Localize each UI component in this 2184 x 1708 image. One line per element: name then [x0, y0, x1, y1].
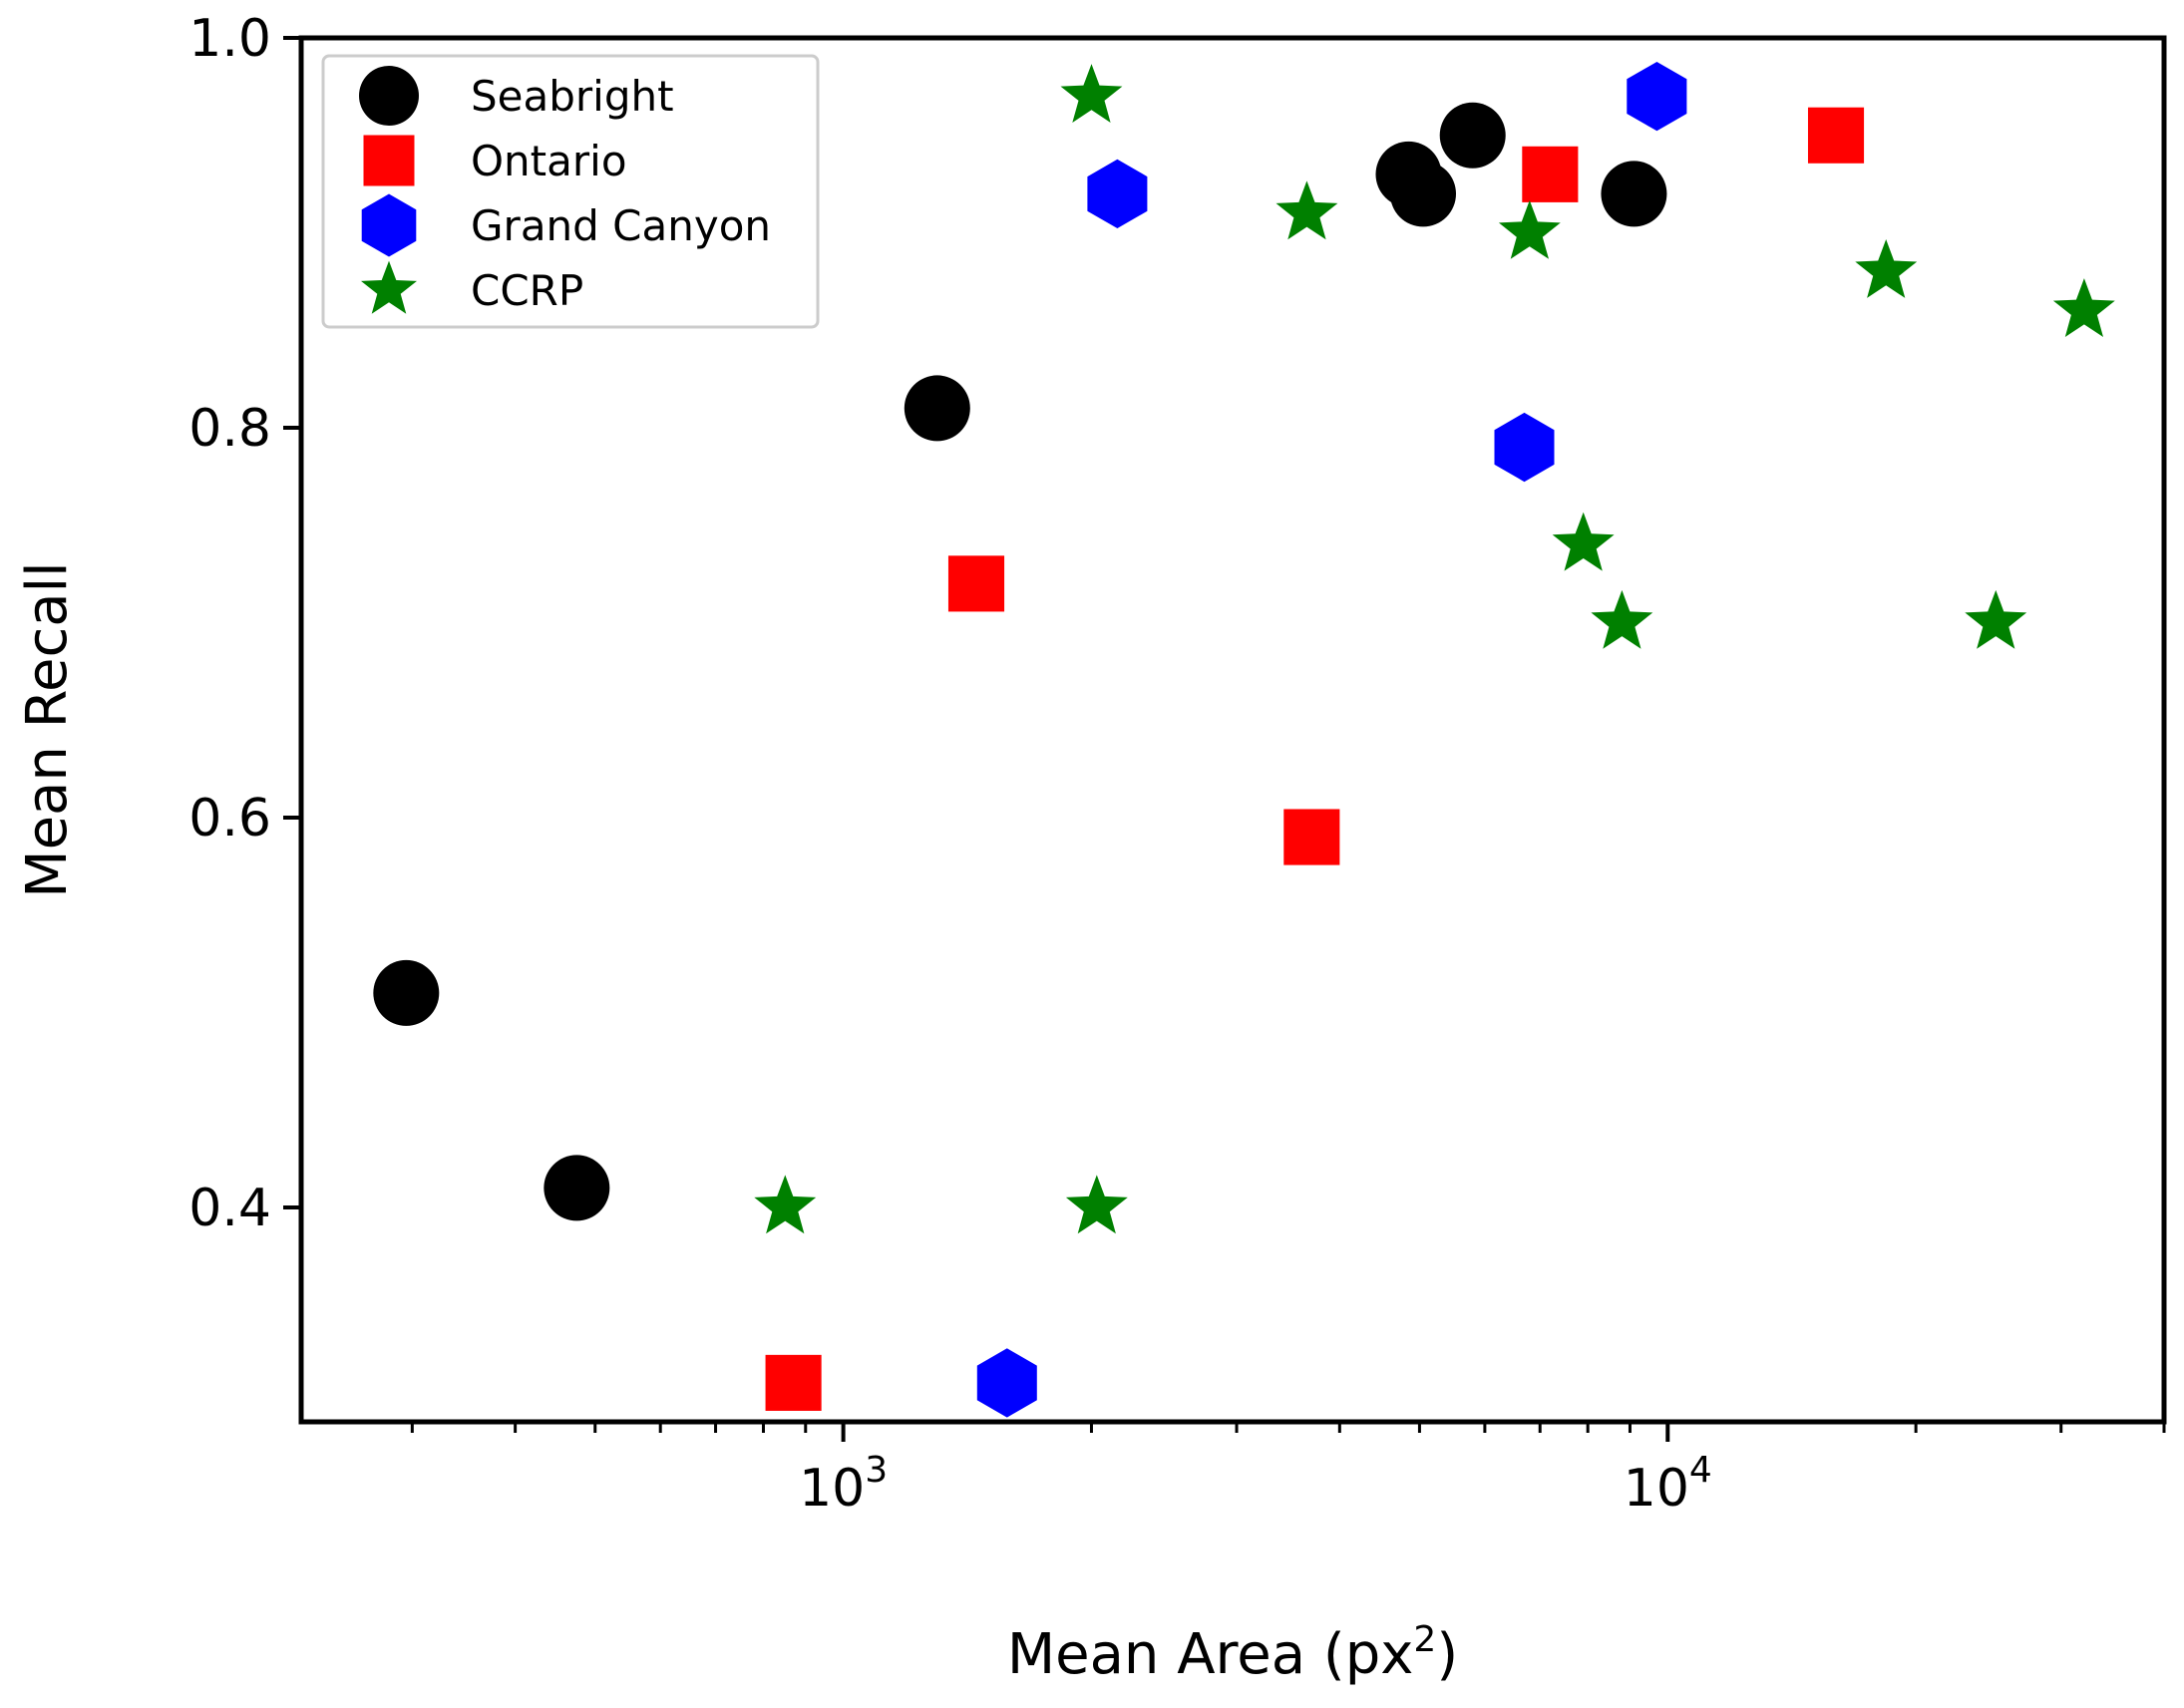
point-seabright — [904, 375, 970, 442]
point-grand-canyon — [1087, 159, 1148, 228]
point-ontario — [1522, 146, 1579, 202]
x-tick-label: 104 — [1624, 1450, 1712, 1519]
x-tick-label: 103 — [799, 1450, 888, 1519]
point-ontario — [1807, 107, 1865, 164]
point-grand-canyon — [1494, 412, 1555, 483]
y-tick-label: 0.6 — [188, 789, 271, 849]
point-ccrp — [1060, 64, 1123, 123]
point-seabright — [1390, 161, 1457, 227]
point-ccrp — [1498, 199, 1561, 259]
x-axis-label-main: Mean Area (px — [1007, 1622, 1414, 1687]
y-tick-label: 0.4 — [188, 1179, 271, 1238]
point-ccrp — [1275, 180, 1338, 240]
legend-box — [321, 54, 820, 329]
point-seabright — [373, 959, 440, 1026]
legend-label: Seabright — [471, 72, 674, 121]
y-axis-label: Mean Recall — [15, 561, 80, 897]
point-seabright — [1601, 161, 1667, 227]
data-points — [373, 62, 2115, 1418]
point-seabright — [1439, 102, 1506, 169]
point-ccrp — [1965, 589, 2027, 649]
legend-label: CCRP — [471, 266, 583, 315]
point-ccrp — [1855, 239, 1918, 298]
y-tick-label: 0.8 — [188, 399, 271, 459]
point-ontario — [765, 1354, 822, 1411]
x-axis-label-superscript: 2 — [1413, 1619, 1436, 1660]
x-axis-label-suffix: ) — [1436, 1622, 1458, 1687]
point-ontario — [947, 555, 1005, 612]
point-ccrp — [2052, 278, 2115, 337]
plot-frame — [298, 35, 2167, 1425]
legend-marker — [359, 66, 419, 126]
point-ontario — [1283, 809, 1340, 865]
legend-marker — [361, 260, 417, 314]
point-ccrp — [1065, 1175, 1128, 1234]
legend-marker — [361, 193, 417, 257]
legend: Seabright Ontario Grand Canyon CCRP — [321, 54, 820, 329]
legend-marker — [363, 135, 415, 186]
legend-label: Ontario — [471, 137, 627, 185]
y-tick-label: 1.0 — [188, 9, 271, 69]
point-ccrp — [1552, 512, 1615, 571]
point-grand-canyon — [1627, 62, 1687, 132]
point-seabright — [544, 1155, 610, 1221]
legend-label: Grand Canyon — [471, 201, 771, 250]
x-axis-label: Mean Area (px2) — [1007, 1619, 1458, 1687]
point-ccrp — [754, 1175, 817, 1234]
point-grand-canyon — [976, 1348, 1037, 1418]
point-ccrp — [1591, 589, 1653, 649]
axis-ticks: 0.4 0.6 0.8 1.0 103 104 — [188, 9, 2166, 1519]
